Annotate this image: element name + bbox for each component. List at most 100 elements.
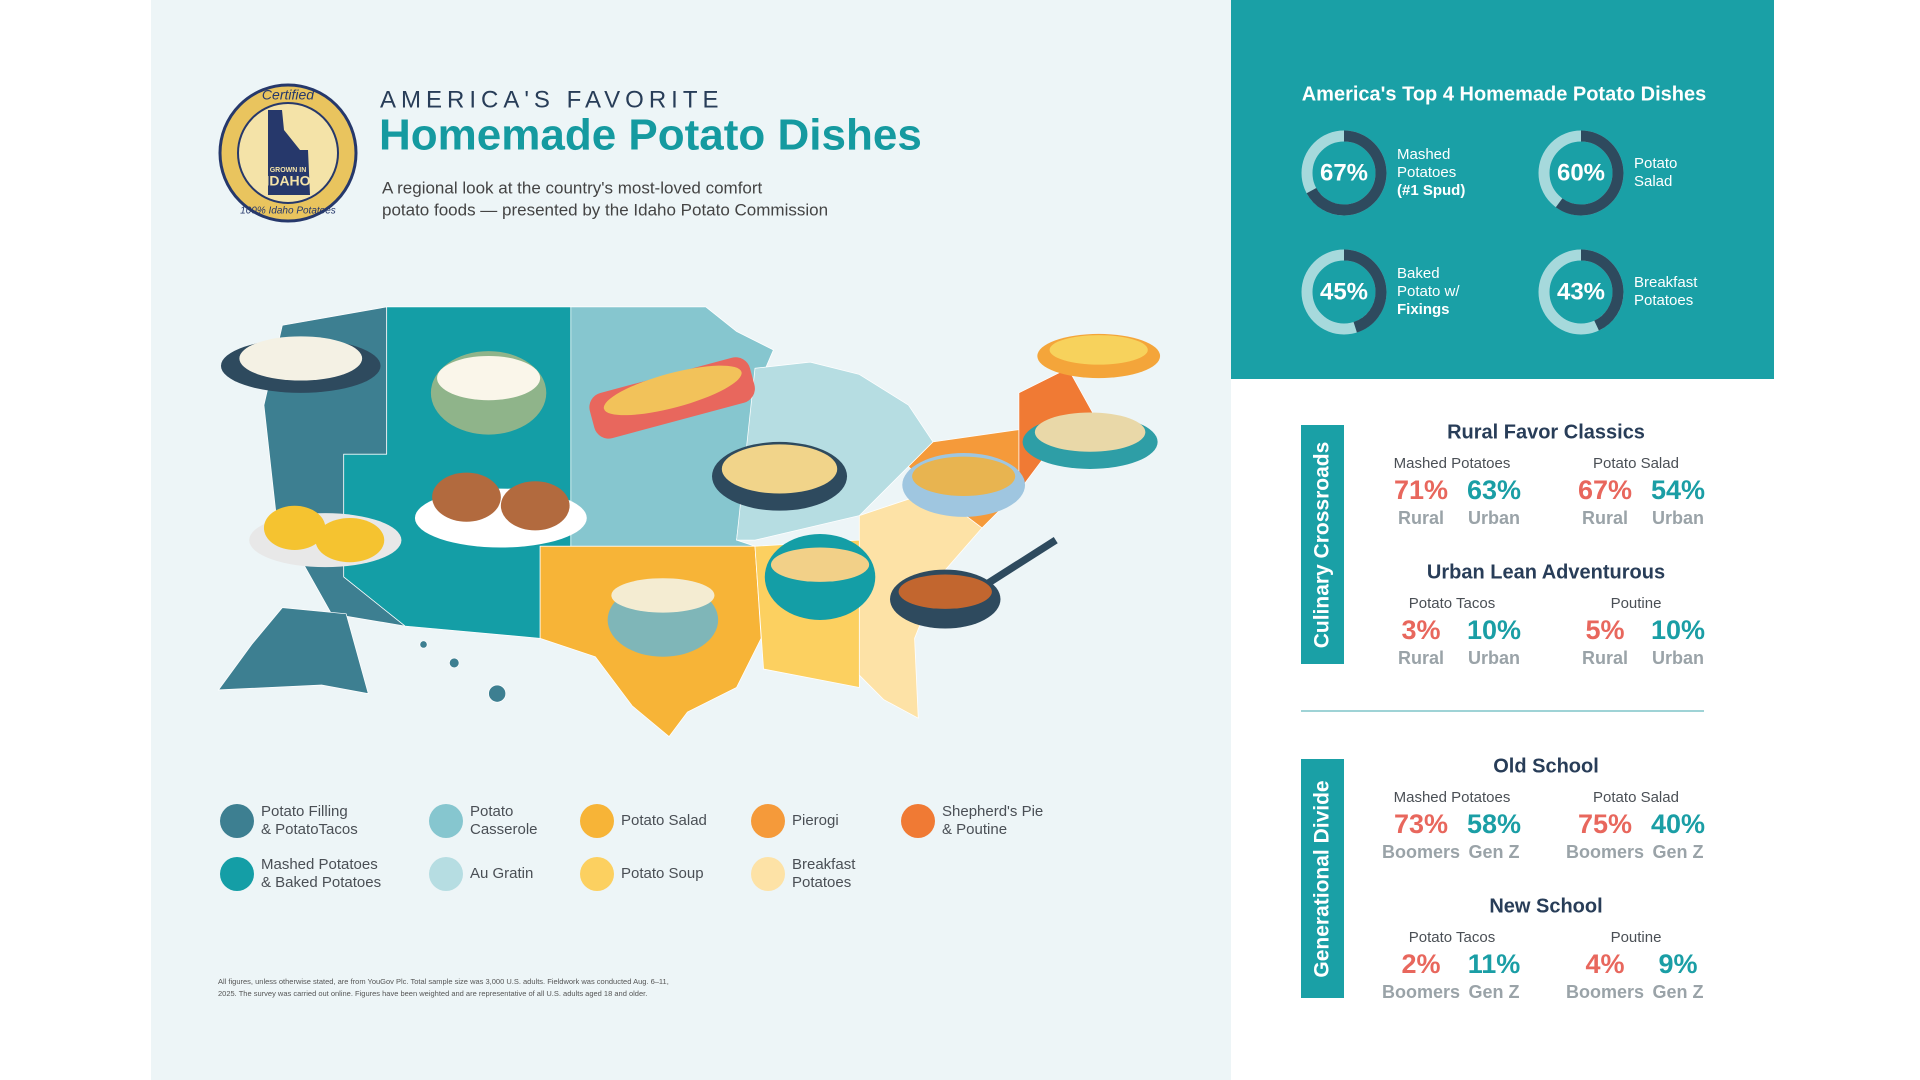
legend-label: Potato Soup bbox=[621, 865, 704, 882]
donut-name: Potato w/ bbox=[1397, 283, 1460, 300]
subtitle: A regional look at the country's most-lo… bbox=[382, 178, 763, 197]
stat-group: Boomers bbox=[1382, 842, 1460, 862]
stat-value: 10% bbox=[1651, 615, 1705, 645]
group-title: Urban Lean Adventurous bbox=[1427, 561, 1665, 583]
legend-swatch bbox=[580, 857, 614, 891]
donut-label: 45% bbox=[1320, 278, 1368, 305]
legend-swatch bbox=[751, 857, 785, 891]
legend-label: & Poutine bbox=[942, 821, 1007, 838]
legend-swatch bbox=[220, 857, 254, 891]
section-bar bbox=[1301, 759, 1344, 998]
stat-value: 10% bbox=[1467, 615, 1521, 645]
stat-group: Urban bbox=[1652, 648, 1704, 668]
legend-label: Potato Salad bbox=[621, 812, 707, 829]
group-title: Old School bbox=[1493, 755, 1599, 777]
group-title: Rural Favor Classics bbox=[1447, 421, 1645, 443]
eyebrow: AMERICA'S FAVORITE bbox=[380, 86, 724, 113]
top4-title: America's Top 4 Homemade Potato Dishes bbox=[1302, 83, 1707, 105]
stat-group: Urban bbox=[1468, 648, 1520, 668]
logo: Certified GROWN IN IDAHO 100% Idaho Pota… bbox=[218, 83, 358, 223]
legend-swatch bbox=[580, 804, 614, 838]
map bbox=[217, 306, 1161, 738]
stat-value: 54% bbox=[1651, 475, 1705, 505]
donut-name: Salad bbox=[1634, 173, 1672, 190]
dish-label: Mashed Potatoes bbox=[1394, 455, 1511, 472]
stat-value: 71% bbox=[1394, 475, 1448, 505]
stat-group: Gen Z bbox=[1652, 982, 1703, 1002]
stat-value: 40% bbox=[1651, 809, 1705, 839]
legend-swatch bbox=[220, 804, 254, 838]
logo-bottom: 100% Idaho Potatoes bbox=[240, 206, 336, 217]
donut-name: Potatoes bbox=[1634, 292, 1693, 309]
legend-swatch bbox=[751, 804, 785, 838]
donut-name: Fixings bbox=[1397, 301, 1450, 318]
legend-label: Potato Filling bbox=[261, 803, 348, 820]
donut-arc bbox=[1301, 130, 1387, 216]
legend-swatch bbox=[901, 804, 935, 838]
stat-value: 73% bbox=[1394, 809, 1448, 839]
stat-group: Gen Z bbox=[1652, 842, 1703, 862]
stat-value: 11% bbox=[1468, 949, 1521, 979]
dish-label: Poutine bbox=[1611, 595, 1662, 612]
section-heading: Culinary Crossroads bbox=[1311, 442, 1334, 649]
legend-label: Casserole bbox=[470, 821, 538, 838]
group-title: New School bbox=[1489, 895, 1602, 917]
donut-label: 43% bbox=[1557, 278, 1605, 305]
donut-label: 67% bbox=[1320, 159, 1368, 186]
dish-label: Poutine bbox=[1611, 929, 1662, 946]
stat-group: Gen Z bbox=[1468, 982, 1519, 1002]
stat-value: 5% bbox=[1585, 615, 1624, 645]
footnote: All figures, unless otherwise stated, ar… bbox=[218, 977, 669, 986]
stat-value: 58% bbox=[1467, 809, 1521, 839]
stat-group: Rural bbox=[1582, 648, 1628, 668]
legend-swatch bbox=[429, 857, 463, 891]
logo-grown: GROWN IN bbox=[270, 167, 307, 174]
stat-group: Rural bbox=[1582, 508, 1628, 528]
stat-value: 4% bbox=[1585, 949, 1624, 979]
legend-label: & Baked Potatoes bbox=[261, 874, 381, 891]
stat-group: Boomers bbox=[1566, 982, 1644, 1002]
dish-label: Potato Tacos bbox=[1409, 929, 1495, 946]
stat-value: 67% bbox=[1578, 475, 1632, 505]
legend-swatch bbox=[429, 804, 463, 838]
donut-name: Mashed bbox=[1397, 146, 1450, 163]
logo-state: IDAHO bbox=[265, 173, 310, 189]
stat-group: Rural bbox=[1398, 508, 1444, 528]
legend-label: Shepherd's Pie bbox=[942, 803, 1043, 820]
section-heading: Generational Divide bbox=[1311, 780, 1334, 977]
donut-arc bbox=[1301, 249, 1387, 335]
main-title: Homemade Potato Dishes bbox=[379, 111, 922, 160]
dish-label: Mashed Potatoes bbox=[1394, 789, 1511, 806]
donut-arc bbox=[1538, 249, 1624, 335]
logo-top: Certified bbox=[262, 87, 315, 103]
legend-label: Mashed Potatoes bbox=[261, 856, 378, 873]
stat-value: 3% bbox=[1401, 615, 1440, 645]
donut-name: Potatoes bbox=[1397, 164, 1456, 181]
donut-name: Baked bbox=[1397, 265, 1440, 282]
donut-name: Breakfast bbox=[1634, 274, 1698, 291]
stat-group: Boomers bbox=[1566, 842, 1644, 862]
stat-value: 63% bbox=[1467, 475, 1521, 505]
legend-label: Potato bbox=[470, 803, 513, 820]
legend-label: Breakfast bbox=[792, 856, 856, 873]
dish-label: Potato Tacos bbox=[1409, 595, 1495, 612]
section-bar bbox=[1301, 425, 1344, 664]
stat-group: Gen Z bbox=[1468, 842, 1519, 862]
legend-label: Au Gratin bbox=[470, 865, 533, 882]
legend-label: & PotatoTacos bbox=[261, 821, 358, 838]
legend-label: Pierogi bbox=[792, 812, 839, 829]
stat-group: Rural bbox=[1398, 648, 1444, 668]
donut-name: (#1 Spud) bbox=[1397, 182, 1465, 199]
subtitle: potato foods — presented by the Idaho Po… bbox=[382, 200, 828, 219]
stat-value: 2% bbox=[1401, 949, 1440, 979]
stat-group: Boomers bbox=[1382, 982, 1460, 1002]
donut-label: 60% bbox=[1557, 159, 1605, 186]
dish-label: Potato Salad bbox=[1593, 455, 1679, 472]
stat-value: 9% bbox=[1658, 949, 1697, 979]
stat-group: Urban bbox=[1652, 508, 1704, 528]
stat-value: 75% bbox=[1578, 809, 1632, 839]
footnote: 2025. The survey was carried out online.… bbox=[218, 989, 647, 998]
donut-arc bbox=[1538, 130, 1624, 216]
stat-group: Urban bbox=[1468, 508, 1520, 528]
